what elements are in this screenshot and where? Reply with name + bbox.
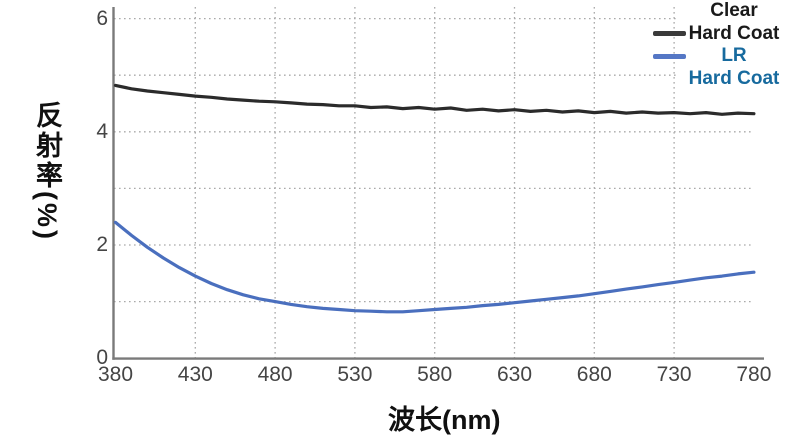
legend-label-lr-line1: LR <box>721 45 747 66</box>
x-axis-title: 波长(nm) <box>388 405 501 435</box>
y-axis-title: 反射率(%) <box>32 101 62 242</box>
legend-label-clear-line1: Clear <box>710 0 758 21</box>
x-tick-label-380: 380 <box>97 363 134 386</box>
legend-item-clear-hard-coat: Clear Hard Coat <box>653 0 790 45</box>
legend-swatch-lr-hard-coat <box>653 54 686 59</box>
y-tick-label-6: 6 <box>96 6 108 30</box>
x-tick-label-630: 630 <box>496 363 533 386</box>
lr-hard-coat-curve <box>113 220 756 314</box>
x-tick-label-580: 580 <box>417 363 453 386</box>
y-tick-label-4: 4 <box>96 119 108 143</box>
x-tick-label-530: 530 <box>337 363 373 386</box>
legend-label-lr-line2: Hard Coat <box>688 67 780 89</box>
clear-hard-coat-curve <box>113 83 756 116</box>
x-tick-label-680: 680 <box>576 363 612 386</box>
x-tick-label-780: 780 <box>736 363 772 386</box>
x-tick-label-730: 730 <box>656 363 692 386</box>
legend-swatch-clear-hard-coat <box>653 31 686 36</box>
legend-item-lr-hard-coat: LR Hard Coat <box>653 45 790 90</box>
legend: Clear Hard Coat LR Hard Coat <box>653 0 790 94</box>
legend-label-clear-line2: Hard Coat <box>688 22 780 44</box>
y-tick-label-0: 0 <box>96 346 108 370</box>
x-tick-label-430: 430 <box>177 363 213 386</box>
y-tick-label-2: 2 <box>96 233 108 256</box>
x-tick-label-480: 480 <box>257 363 293 386</box>
